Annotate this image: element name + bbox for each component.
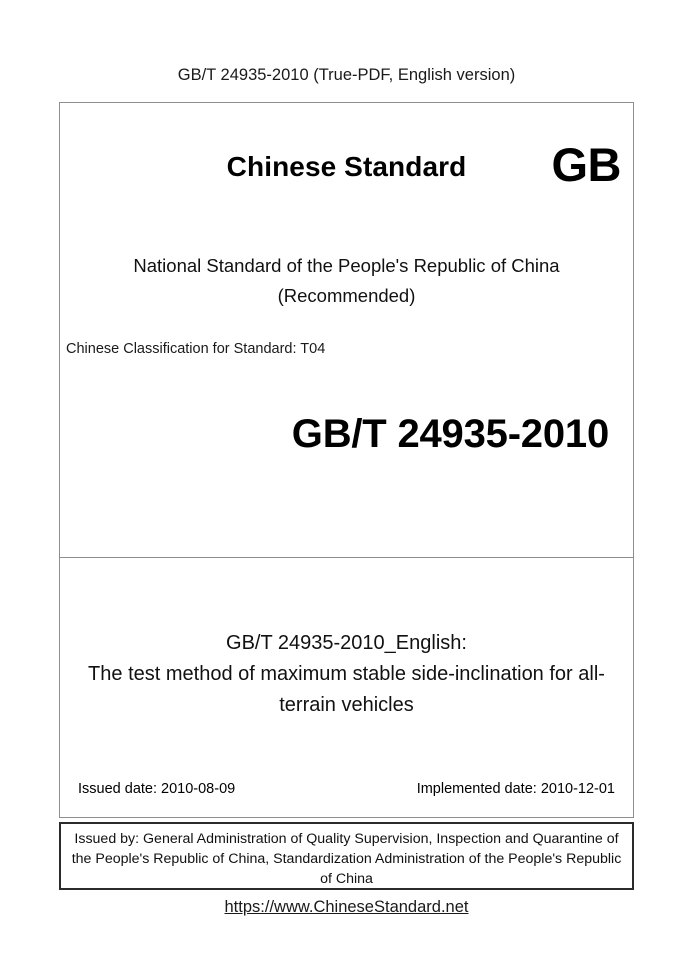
standard-title-block: GB/T 24935-2010_English: The test method…: [82, 628, 611, 721]
cover-frame: Chinese Standard GB National Standard of…: [59, 102, 634, 818]
national-standard-line-2: (Recommended): [277, 285, 416, 306]
standard-title-line-1: GB/T 24935-2010_English:: [226, 632, 467, 654]
brand-title: Chinese Standard: [226, 151, 467, 182]
classification-line: Chinese Classification for Standard: T04: [66, 341, 326, 357]
site-link[interactable]: https://www.ChineseStandard.net: [224, 898, 469, 916]
cover-upper-section: Chinese Standard GB National Standard of…: [60, 103, 633, 558]
issuer-box: Issued by: General Administration of Qua…: [59, 822, 634, 890]
dates-row: Issued date: 2010-08-09 Implemented date…: [78, 779, 615, 801]
issued-date: Issued date: 2010-08-09: [78, 781, 236, 797]
brand-row: Chinese Standard GB: [60, 138, 633, 203]
standard-title-line-2: The test method of maximum stable side-i…: [88, 663, 605, 716]
implemented-date: Implemented date: 2010-12-01: [416, 781, 615, 797]
cover-lower-section: GB/T 24935-2010_English: The test method…: [60, 558, 633, 817]
document-caption: GB/T 24935-2010 (True-PDF, English versi…: [177, 66, 516, 84]
standard-number: GB/T 24935-2010: [291, 412, 609, 456]
national-standard-line-1: National Standard of the People's Republ…: [133, 255, 560, 276]
national-standard-lines: National Standard of the People's Republ…: [60, 251, 633, 311]
gb-logo: GB: [551, 138, 622, 191]
